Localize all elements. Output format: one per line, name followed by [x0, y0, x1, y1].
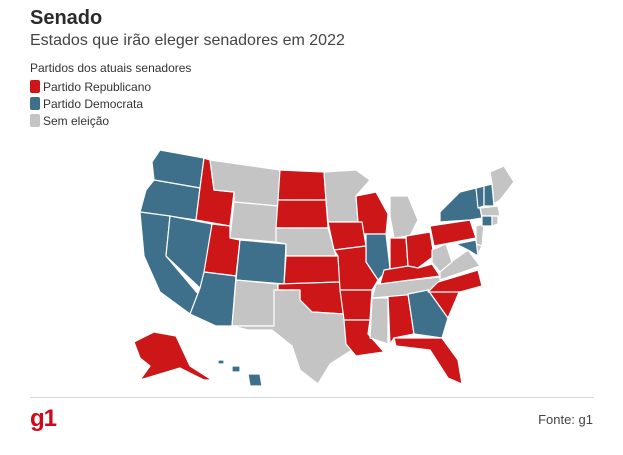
source-text: Fonte: g1 — [538, 412, 593, 427]
state-CO[interactable] — [235, 239, 287, 285]
legend-title: Partidos dos atuais senadores — [30, 61, 192, 75]
legend-label-dem: Partido Democrata — [43, 96, 144, 111]
state-OH[interactable] — [405, 231, 435, 269]
state-NM[interactable] — [231, 279, 279, 327]
legend-item-none: Sem eleição — [30, 112, 191, 129]
state-NJ[interactable] — [475, 223, 485, 247]
state-KY[interactable] — [379, 263, 441, 285]
us-states-map — [133, 149, 515, 387]
legend-item-rep: Partido Republicano — [30, 78, 191, 95]
legend-swatch-none — [30, 114, 40, 127]
chart-title: Senado — [30, 7, 103, 29]
state-ND[interactable] — [277, 169, 327, 201]
state-MO[interactable] — [333, 245, 379, 291]
footer-divider — [30, 397, 594, 398]
chart-subtitle: Estados que irão eleger senadores em 202… — [30, 32, 345, 49]
legend-label-rep: Partido Republicano — [43, 79, 152, 94]
state-VT[interactable] — [475, 185, 485, 209]
state-LA[interactable] — [343, 319, 385, 357]
state-FL[interactable] — [393, 337, 463, 385]
state-SD[interactable] — [275, 199, 329, 229]
state-HI[interactable] — [217, 359, 263, 387]
state-NY[interactable] — [439, 187, 483, 223]
state-MI[interactable] — [389, 195, 419, 239]
state-MS[interactable] — [369, 297, 389, 345]
state-WV[interactable] — [431, 243, 453, 273]
legend-swatch-rep — [30, 80, 40, 93]
legend-label-none: Sem eleição — [43, 113, 110, 128]
state-AR[interactable] — [339, 289, 373, 321]
state-IA[interactable] — [327, 221, 367, 251]
legend-item-dem: Partido Democrata — [30, 95, 191, 112]
state-NC[interactable] — [427, 269, 483, 293]
state-TX[interactable] — [231, 289, 353, 385]
state-CT[interactable] — [481, 215, 493, 227]
state-RI[interactable] — [491, 215, 499, 227]
state-WY[interactable] — [229, 201, 279, 243]
state-MD[interactable] — [455, 239, 479, 257]
legend-swatch-dem — [30, 97, 40, 110]
state-ME[interactable] — [489, 165, 515, 205]
state-KS[interactable] — [283, 255, 341, 285]
g1-logo[interactable]: g1 — [30, 405, 57, 432]
state-GA[interactable] — [407, 289, 449, 339]
legend: Partidos dos atuais senadores Partido Re… — [30, 61, 191, 129]
state-MA[interactable] — [479, 205, 501, 217]
state-AK[interactable] — [133, 331, 213, 381]
state-VA[interactable] — [439, 249, 481, 281]
state-IN[interactable] — [389, 237, 409, 271]
